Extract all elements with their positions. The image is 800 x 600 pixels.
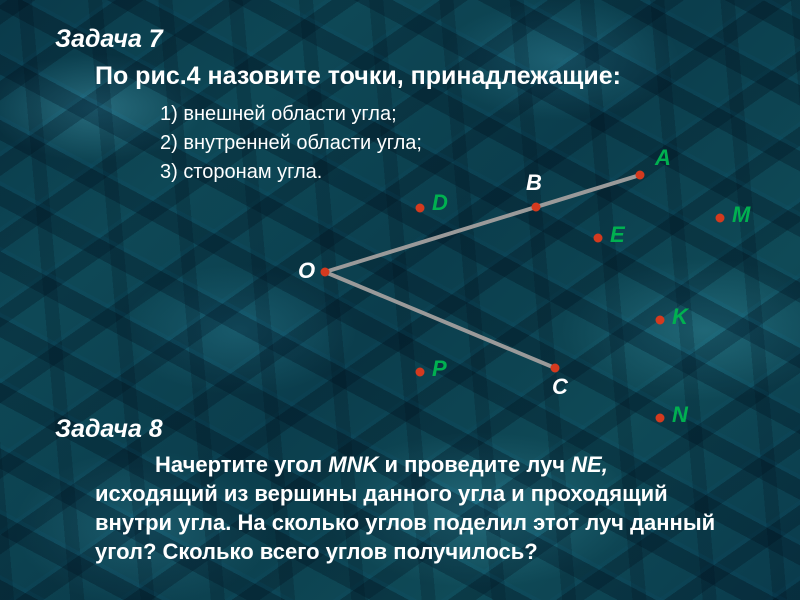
point-label-A: A xyxy=(655,145,671,171)
point-label-D: D xyxy=(432,190,448,216)
point-label-N: N xyxy=(672,402,688,428)
list-item: 1) внешней области угла; xyxy=(160,100,422,129)
task7-title: Задача 7 xyxy=(55,25,163,54)
point-label-M: M xyxy=(732,202,750,228)
list-item: 3) сторонам угла. xyxy=(160,158,422,187)
list-item: 2) внутренней области угла; xyxy=(160,129,422,158)
point-label-K: K xyxy=(672,304,688,330)
point-label-C: C xyxy=(552,374,568,400)
point-label-O: O xyxy=(298,258,315,284)
point-label-B: B xyxy=(526,170,542,196)
task7-subtitle: По рис.4 назовите точки, принадлежащие: xyxy=(95,62,621,91)
task8-title: Задача 8 xyxy=(55,415,163,444)
point-label-P: P xyxy=(432,356,447,382)
slide: Задача 7 По рис.4 назовите точки, принад… xyxy=(0,0,800,600)
task7-list: 1) внешней области угла; 2) внутренней о… xyxy=(160,100,422,187)
task8-body: Начертите угол MNK и проведите луч NE, и… xyxy=(95,450,735,566)
point-label-E: E xyxy=(610,222,625,248)
